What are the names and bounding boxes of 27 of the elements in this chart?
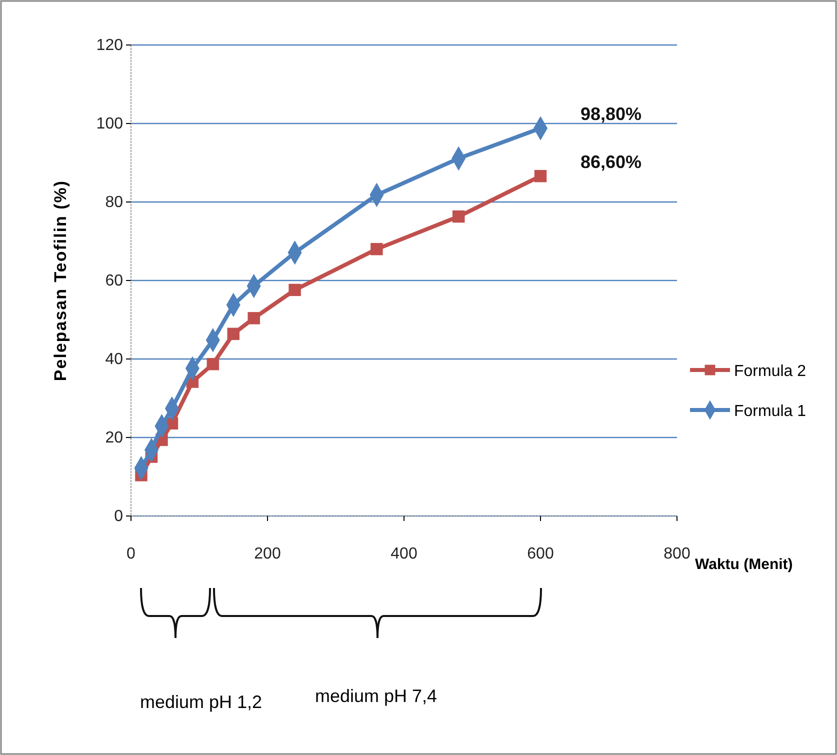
point bbox=[288, 284, 301, 296]
point bbox=[248, 312, 260, 324]
y-tick-label: 20 bbox=[105, 430, 124, 447]
y-tick-label: 40 bbox=[105, 351, 124, 368]
text: medium pH 1,2 bbox=[140, 692, 262, 712]
point bbox=[452, 210, 465, 223]
data-label: 98,80% bbox=[580, 104, 642, 124]
legend-label: Formula 2 bbox=[734, 363, 806, 380]
x-tick-label: 200 bbox=[254, 545, 281, 562]
legend-label: Formula 1 bbox=[734, 403, 806, 420]
x-tick-label: 400 bbox=[390, 545, 418, 562]
x-axis-title: Waktu (Menit) bbox=[695, 556, 793, 573]
y-tick-label: 80 bbox=[105, 194, 124, 212]
y-axis-title: Pelepasan Teofilin (%) bbox=[51, 180, 70, 382]
data-label: 86,60% bbox=[580, 152, 642, 172]
point bbox=[227, 328, 240, 340]
y-tick-label: 100 bbox=[96, 116, 124, 133]
x-tick-label: 800 bbox=[664, 545, 690, 562]
y-tick-label: 0 bbox=[114, 508, 124, 526]
point bbox=[370, 242, 383, 256]
point bbox=[534, 170, 547, 182]
point bbox=[206, 358, 220, 370]
text: medium pH 7,4 bbox=[315, 686, 438, 706]
y-tick-label: 60 bbox=[105, 272, 124, 290]
x-tick-label: 600 bbox=[527, 545, 554, 562]
y-tick-label: 120 bbox=[96, 37, 124, 54]
x-tick-label: 0 bbox=[126, 545, 136, 562]
